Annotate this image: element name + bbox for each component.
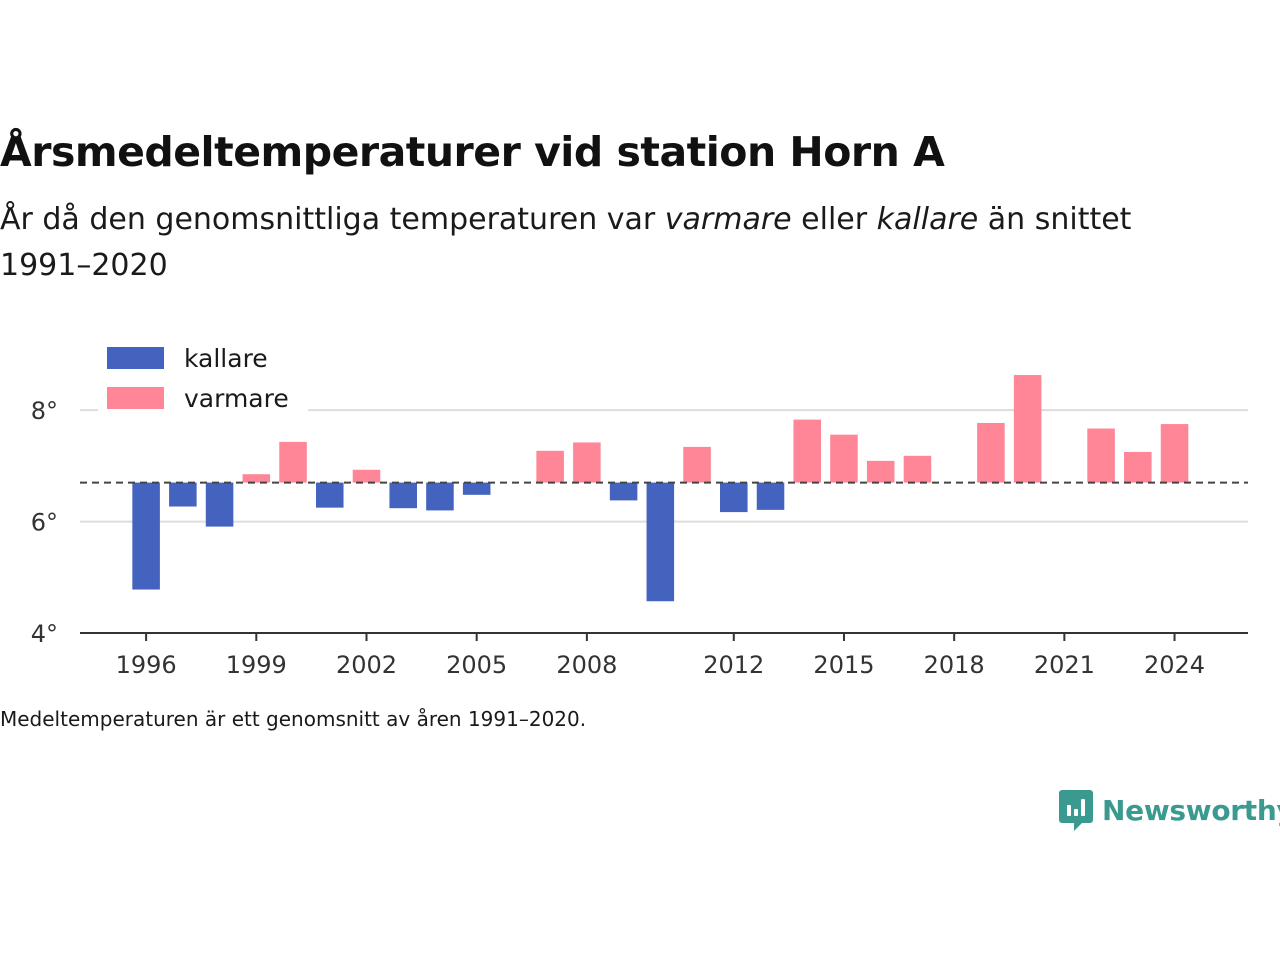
footnote: Medeltemperaturen är ett genomsnitt av å… bbox=[0, 707, 587, 731]
bar-varmare bbox=[977, 422, 1005, 483]
x-tick-label: 2012 bbox=[703, 651, 764, 679]
y-tick-label: 6° bbox=[31, 509, 58, 537]
x-tick-label: 2005 bbox=[446, 651, 507, 679]
bar-kallare bbox=[462, 482, 491, 495]
bar-varmare bbox=[830, 434, 858, 483]
bar-varmare bbox=[242, 474, 271, 483]
y-tick-label: 4° bbox=[31, 620, 58, 648]
bar-varmare bbox=[683, 446, 711, 483]
legend-swatch-varmare bbox=[107, 387, 164, 409]
legend-swatch-kallare bbox=[107, 347, 164, 369]
subtitle-text-1: År då den genomsnittliga temperaturen va… bbox=[0, 202, 665, 237]
bar-kallare bbox=[426, 482, 454, 511]
bar-kallare bbox=[132, 482, 160, 590]
bar-kallare bbox=[720, 482, 748, 513]
bar-kallare bbox=[169, 482, 197, 507]
newsworthy-logo-icon bbox=[1059, 790, 1093, 831]
x-tick-label: 2008 bbox=[556, 651, 617, 679]
bar-kallare bbox=[205, 482, 234, 527]
x-tick-label: 2002 bbox=[336, 651, 397, 679]
x-tick-label: 2021 bbox=[1034, 651, 1095, 679]
bar-varmare bbox=[1160, 424, 1189, 483]
bar-varmare bbox=[279, 441, 307, 483]
bar-varmare bbox=[352, 469, 381, 483]
bar-chart: 4° 6° 8° 1996 1999 2002 2005 2008 2012 2015 2018 20… bbox=[31, 336, 1248, 679]
bar-varmare bbox=[866, 460, 895, 483]
bar-varmare bbox=[1124, 451, 1152, 483]
legend-label-varmare: varmare bbox=[184, 384, 289, 413]
bar-varmare bbox=[1087, 428, 1115, 483]
bar-varmare bbox=[1013, 375, 1042, 483]
legend-label-kallare: kallare bbox=[184, 344, 268, 373]
bar-kallare bbox=[646, 482, 675, 602]
x-tick-label: 1999 bbox=[226, 651, 287, 679]
bar-kallare bbox=[756, 482, 785, 510]
bar-varmare bbox=[903, 455, 932, 483]
x-tick-label: 2018 bbox=[924, 651, 985, 679]
y-tick-label: 8° bbox=[31, 397, 58, 425]
chart-subtitle: År då den genomsnittliga temperaturen va… bbox=[0, 197, 1200, 289]
brand-name: Newsworthy bbox=[1102, 793, 1280, 827]
bar-varmare bbox=[793, 419, 822, 483]
x-tick-label: 2024 bbox=[1144, 651, 1205, 679]
subtitle-cold-word: kallare bbox=[876, 202, 979, 237]
chart-title: Årsmedeltemperaturer vid station Horn A bbox=[0, 128, 945, 176]
bar-varmare bbox=[573, 442, 601, 483]
subtitle-warm-word: varmare bbox=[664, 202, 792, 237]
bar-varmare bbox=[536, 450, 564, 483]
bar-kallare bbox=[609, 482, 638, 501]
x-tick-label: 1996 bbox=[116, 651, 177, 679]
x-tick-label: 2015 bbox=[813, 651, 874, 679]
brand-logo: Newsworthy bbox=[1058, 788, 1280, 832]
subtitle-text-2: eller bbox=[791, 202, 877, 237]
bar-kallare bbox=[389, 482, 417, 509]
bar-kallare bbox=[315, 482, 344, 508]
subtitle-text-3: än snittet 1991–2020 bbox=[0, 202, 1132, 283]
